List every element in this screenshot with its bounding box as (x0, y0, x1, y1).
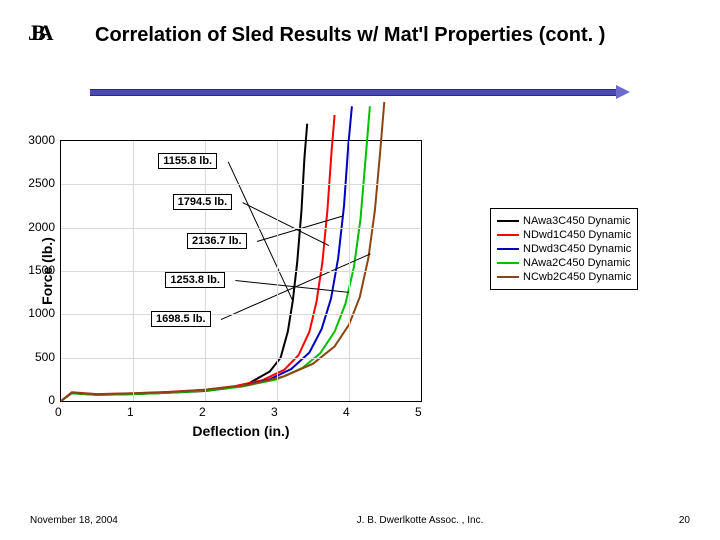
y-tick-label: 2500 (15, 176, 55, 190)
legend-swatch (497, 220, 519, 222)
footer-company: J. B. Dwerlkotte Assoc. , Inc. (210, 515, 630, 526)
footer-date: November 18, 2004 (30, 515, 210, 526)
callout-label: 1155.8 lb. (158, 153, 217, 169)
plot-area: Force (lb.) Deflection (in.) 05001000150… (60, 140, 422, 402)
x-tick-label: 4 (343, 405, 350, 419)
x-tick-label: 2 (199, 405, 206, 419)
legend-item: NCwb2C450 Dynamic (497, 271, 631, 283)
callout-label: 2136.7 lb. (187, 233, 247, 249)
legend-label: NCwb2C450 Dynamic (523, 271, 631, 283)
x-tick-label: 5 (415, 405, 422, 419)
y-tick-label: 1500 (15, 263, 55, 277)
legend-item: NAwa3C450 Dynamic (497, 215, 631, 227)
y-tick-label: 500 (15, 350, 55, 364)
legend-label: NDwd1C450 Dynamic (523, 229, 631, 241)
legend-item: NAwa2C450 Dynamic (497, 257, 631, 269)
legend-swatch (497, 248, 519, 250)
legend: NAwa3C450 Dynamic NDwd1C450 Dynamic NDwd3C… (490, 208, 638, 290)
logo: JBA (28, 20, 46, 46)
gridline-h (61, 358, 421, 359)
footer-page-number: 20 (630, 515, 690, 526)
legend-label: NDwd3C450 Dynamic (523, 243, 631, 255)
legend-swatch (497, 276, 519, 278)
x-tick-label: 0 (55, 405, 62, 419)
x-axis-label: Deflection (in.) (61, 423, 421, 439)
callout-label: 1794.5 lb. (173, 194, 233, 210)
legend-item: NDwd1C450 Dynamic (497, 229, 631, 241)
legend-label: NAwa3C450 Dynamic (523, 215, 630, 227)
gridline-v (133, 141, 134, 401)
gridline-v (349, 141, 350, 401)
x-tick-label: 3 (271, 405, 278, 419)
slide-title: Correlation of Sled Results w/ Mat'l Pro… (95, 24, 605, 47)
title-rule (90, 86, 630, 98)
y-tick-label: 0 (15, 393, 55, 407)
series-line (61, 102, 384, 401)
legend-label: NAwa2C450 Dynamic (523, 257, 630, 269)
gridline-h (61, 184, 421, 185)
gridline-h (61, 271, 421, 272)
callout-leader (228, 162, 293, 301)
gridline-h (61, 228, 421, 229)
legend-item: NDwd3C450 Dynamic (497, 243, 631, 255)
chart: Force (lb.) Deflection (in.) 05001000150… (60, 140, 422, 402)
gridline-h (61, 314, 421, 315)
callout-label: 1698.5 lb. (151, 311, 211, 327)
gridline-v (277, 141, 278, 401)
x-tick-label: 1 (127, 405, 134, 419)
footer: November 18, 2004 J. B. Dwerlkotte Assoc… (0, 515, 720, 526)
callout-leader (235, 281, 349, 293)
legend-swatch (497, 234, 519, 236)
legend-swatch (497, 262, 519, 264)
y-tick-label: 2000 (15, 220, 55, 234)
y-tick-label: 1000 (15, 306, 55, 320)
y-tick-label: 3000 (15, 133, 55, 147)
callout-label: 1253.8 lb. (165, 272, 225, 288)
